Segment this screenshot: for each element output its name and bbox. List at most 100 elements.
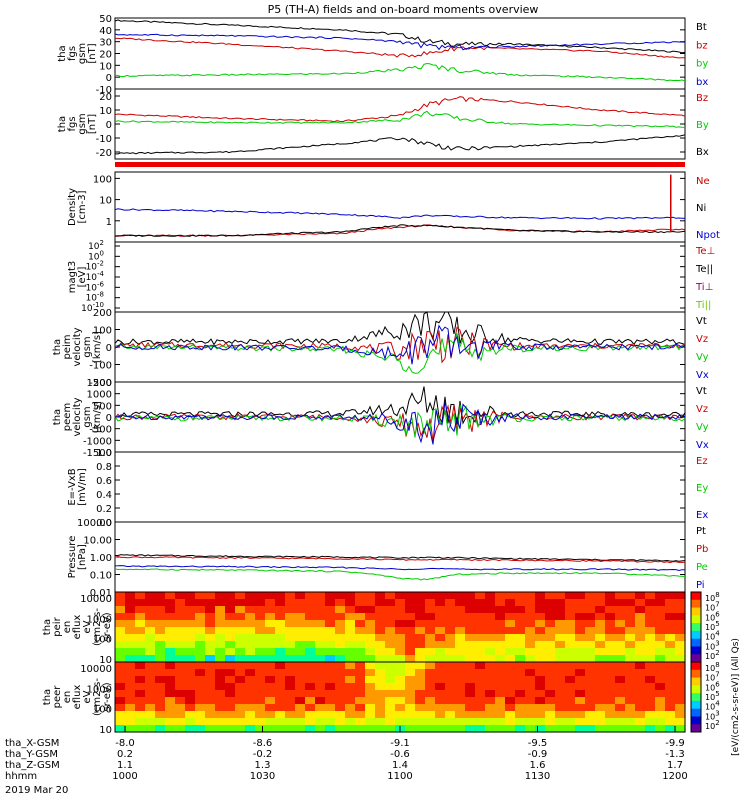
heatmap-cell bbox=[445, 606, 456, 614]
heatmap-cell bbox=[365, 725, 376, 733]
heatmap-cell bbox=[655, 648, 666, 656]
heatmap-cell bbox=[325, 704, 336, 712]
heatmap-cell bbox=[615, 676, 626, 684]
x-tick-label: -9.1 bbox=[390, 738, 410, 749]
heatmap-cell bbox=[155, 669, 166, 677]
legend-entry: Pi bbox=[696, 580, 705, 591]
heatmap-cell bbox=[565, 704, 576, 712]
heatmap-cell bbox=[425, 606, 436, 614]
heatmap-cell bbox=[325, 634, 336, 642]
heatmap-cell bbox=[445, 718, 456, 726]
heatmap-cell bbox=[465, 613, 476, 621]
heatmap-cell bbox=[515, 634, 526, 642]
heatmap-cell bbox=[595, 697, 606, 705]
y-tick-label: 10000 bbox=[80, 594, 112, 605]
heatmap-cell bbox=[605, 655, 616, 663]
heatmap-cell bbox=[305, 627, 316, 635]
heatmap-cell bbox=[495, 725, 506, 733]
heatmap-cell bbox=[385, 711, 396, 719]
y-tick-label: 1000 bbox=[87, 390, 112, 401]
heatmap-cell bbox=[395, 627, 406, 635]
heatmap-cell bbox=[425, 690, 436, 698]
y-axis-label: peim bbox=[62, 334, 73, 359]
heatmap-cell bbox=[215, 634, 226, 642]
heatmap-cell bbox=[185, 711, 196, 719]
heatmap-cell bbox=[615, 725, 626, 733]
heatmap-cell bbox=[175, 655, 186, 663]
heatmap-cell bbox=[675, 683, 686, 691]
heatmap-cell bbox=[285, 655, 296, 663]
heatmap-cell bbox=[415, 676, 426, 684]
y-tick-label: 10 bbox=[99, 196, 112, 207]
y-axis-label: velocity bbox=[72, 327, 83, 366]
heatmap-cell bbox=[135, 662, 146, 670]
heatmap-cell bbox=[215, 683, 226, 691]
heatmap-cell bbox=[595, 725, 606, 733]
heatmap-cell bbox=[495, 676, 506, 684]
y-axis-label: gsm bbox=[77, 43, 88, 64]
heatmap-cell bbox=[265, 683, 276, 691]
heatmap-cell bbox=[595, 599, 606, 607]
heatmap-cell bbox=[525, 599, 536, 607]
heatmap-cell bbox=[335, 599, 346, 607]
heatmap-cell bbox=[365, 648, 376, 656]
heatmap-cell bbox=[535, 676, 546, 684]
heatmap-cell bbox=[375, 704, 386, 712]
series-line bbox=[115, 554, 686, 562]
heatmap-cell bbox=[465, 704, 476, 712]
heatmap-cell bbox=[325, 648, 336, 656]
heatmap-cell bbox=[235, 634, 246, 642]
heatmap-cell bbox=[165, 627, 176, 635]
heatmap-cell bbox=[405, 690, 416, 698]
heatmap-cell bbox=[615, 711, 626, 719]
heatmap-cell bbox=[535, 606, 546, 614]
heatmap-cell bbox=[395, 697, 406, 705]
heatmap-cell bbox=[535, 655, 546, 663]
heatmap-cell bbox=[485, 662, 496, 670]
heatmap-cell bbox=[425, 725, 436, 733]
y-axis-label: [mV/m] bbox=[77, 468, 88, 506]
heatmap-cell bbox=[515, 662, 526, 670]
heatmap-cell bbox=[595, 718, 606, 726]
heatmap-cell bbox=[345, 655, 356, 663]
colorbar-frame bbox=[690, 661, 702, 733]
y-tick-label: 1.00 bbox=[90, 553, 112, 564]
heatmap-cell bbox=[265, 690, 276, 698]
heatmap-cell bbox=[115, 711, 126, 719]
heatmap-cell bbox=[485, 676, 496, 684]
heatmap-cell bbox=[165, 606, 176, 614]
heatmap-cell bbox=[625, 725, 636, 733]
heatmap-cell bbox=[325, 669, 336, 677]
heatmap-cell bbox=[415, 718, 426, 726]
y-axis-label: [km/s] bbox=[92, 331, 103, 363]
colorbar-segment bbox=[691, 700, 701, 710]
heatmap-cell bbox=[255, 683, 266, 691]
heatmap-cell bbox=[275, 711, 286, 719]
heatmap-cell bbox=[315, 634, 326, 642]
heatmap-cell bbox=[605, 711, 616, 719]
heatmap-cell bbox=[475, 641, 486, 649]
y-tick-label: 100 bbox=[93, 174, 112, 185]
heatmap-cell bbox=[275, 606, 286, 614]
heatmap-cell bbox=[615, 599, 626, 607]
heatmap-cell bbox=[185, 620, 196, 628]
heatmap-cell bbox=[565, 669, 576, 677]
heatmap-cell bbox=[485, 718, 496, 726]
heatmap-cell bbox=[545, 669, 556, 677]
heatmap-cell bbox=[615, 718, 626, 726]
heatmap-cell bbox=[175, 690, 186, 698]
heatmap-cell bbox=[165, 592, 176, 600]
plot-title: P5 (TH-A) fields and on-board moments ov… bbox=[268, 3, 539, 16]
heatmap-cell bbox=[505, 725, 516, 733]
y-tick-label: 0.4 bbox=[96, 490, 112, 501]
series-line bbox=[115, 37, 685, 59]
heatmap-cell bbox=[345, 606, 356, 614]
heatmap-cell bbox=[645, 711, 656, 719]
heatmap-cell bbox=[565, 711, 576, 719]
heatmap-cell bbox=[205, 711, 216, 719]
heatmap-cell bbox=[655, 711, 666, 719]
heatmap-cell bbox=[515, 718, 526, 726]
heatmap-cell bbox=[675, 592, 686, 600]
heatmap-cell bbox=[495, 592, 506, 600]
heatmap-cell bbox=[505, 641, 516, 649]
